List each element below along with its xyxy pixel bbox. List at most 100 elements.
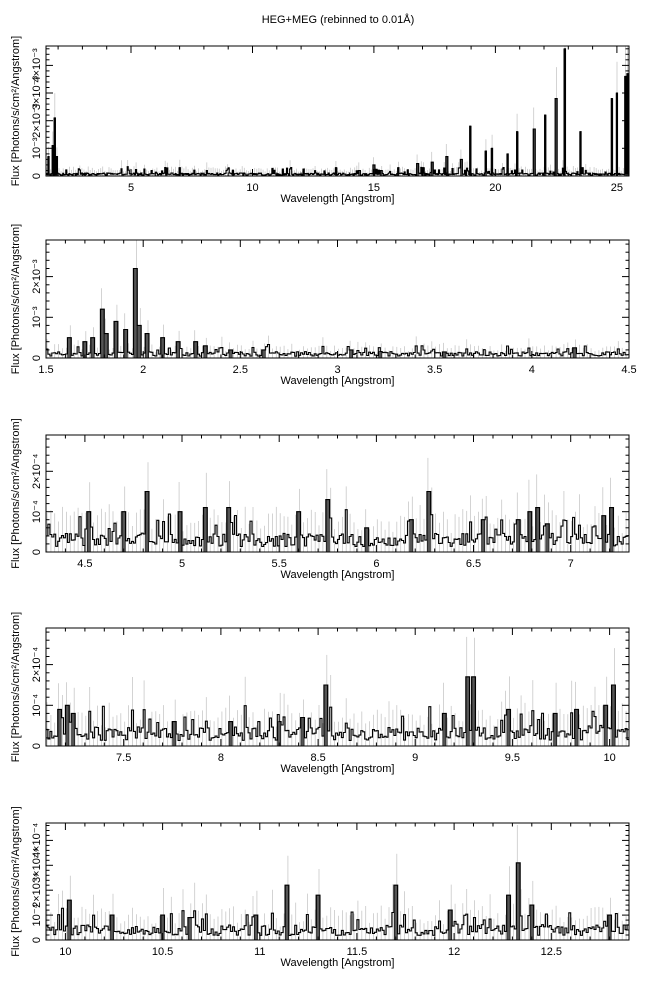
emission-line-12 xyxy=(529,904,534,941)
emission-line-16 xyxy=(261,349,266,359)
x-axis-label: Wavelength [Angstrom] xyxy=(281,763,395,775)
x-axis-label: Wavelength [Angstrom] xyxy=(281,193,395,205)
emission-line-17 xyxy=(349,349,354,359)
y-tick-label: 0 xyxy=(31,937,43,943)
error-bars xyxy=(46,825,627,940)
x-tick-label: 4 xyxy=(529,364,535,376)
y-axis: 0 10⁻³2×10⁻³3×10⁻³4×10⁻³ xyxy=(31,48,629,179)
emission-line-8 xyxy=(393,884,398,941)
y-tick-label: 10⁻⁴ xyxy=(31,694,43,717)
emission-line-15 xyxy=(228,349,233,359)
plot-frame xyxy=(45,45,630,177)
x-axis: 1.5 2 2.5 3 3.5 4 4.5 xyxy=(38,240,637,376)
emission-line-14 xyxy=(527,511,532,553)
emission-line-10 xyxy=(409,519,414,553)
y-axis-label: Flux [Photons/s/cm²/Angstrom] xyxy=(10,806,22,956)
emission-line-11 xyxy=(516,862,521,941)
x-tick-label: 10 xyxy=(246,182,258,194)
y-tick-label: 3×10⁻³ xyxy=(31,76,43,111)
emission-line-7 xyxy=(300,717,305,747)
x-tick-label: 11 xyxy=(254,946,265,958)
y-tick-label: 0 xyxy=(31,743,43,749)
x-tick-label: 12 xyxy=(448,946,460,958)
emission-line-1 xyxy=(67,899,72,941)
spectrum-panel-4: 7.5 8 8.5 9 9.5 10 Wavelength [Angstrom] 0 10⁻⁴ 2… xyxy=(10,612,630,775)
spectrum-panel-2: 1.5 2 2.5 3 3.5 4 4.5 Wavelength [Angstrom] 0 10⁻… xyxy=(10,224,637,387)
emission-line-12 xyxy=(176,341,181,359)
x-tick-label: 8 xyxy=(218,752,224,764)
emission-line-11 xyxy=(471,676,476,747)
x-tick-label: 20 xyxy=(489,182,501,194)
y-tick-label: 2×10⁻³ xyxy=(31,259,43,294)
x-tick-label: 6.5 xyxy=(466,558,481,570)
emission-line-9 xyxy=(448,909,453,941)
emission-line-9 xyxy=(364,527,369,553)
y-axis-label: Flux [Photons/s/cm²/Angstrom] xyxy=(10,418,22,568)
line-bins xyxy=(47,48,629,177)
emission-line-4 xyxy=(172,721,177,747)
y-tick-label: 4×10⁻³ xyxy=(31,48,43,83)
emission-line-1 xyxy=(57,709,62,747)
emission-line-3 xyxy=(71,713,76,747)
y-tick-label: 0 xyxy=(31,173,43,179)
x-axis-label: Wavelength [Angstrom] xyxy=(281,957,395,969)
emission-line-6 xyxy=(285,884,289,941)
x-tick-label: 2.5 xyxy=(233,364,248,376)
emission-line-14 xyxy=(203,345,208,359)
emission-line-13 xyxy=(516,519,521,553)
emission-line-5 xyxy=(228,721,233,747)
spectrum-histogram xyxy=(46,676,629,742)
x-tick-label: 15 xyxy=(368,182,380,194)
y-tick-label: 0 xyxy=(31,355,43,361)
y-tick-label: 2×10⁻³ xyxy=(31,103,43,138)
spectrum-histogram xyxy=(46,490,629,548)
emission-line-16 xyxy=(611,684,616,747)
x-axis: 10 10.5 11 11.5 12 12.5 xyxy=(45,823,630,958)
emission-line-15 xyxy=(603,704,608,747)
y-tick-label: 3×10⁻⁴ xyxy=(31,847,43,883)
emission-line-18 xyxy=(609,507,614,553)
spectrum-panel-3: 4.5 5 5.5 6 6.5 7 Wavelength [Angstrom] 0 10⁻⁴ 2×… xyxy=(10,418,630,581)
emission-line-15 xyxy=(535,507,540,553)
x-tick-label: 10 xyxy=(603,752,615,764)
x-tick-label: 1.5 xyxy=(38,364,53,376)
emission-line-11 xyxy=(426,491,431,553)
emission-line-14 xyxy=(574,709,579,747)
emission-line-13 xyxy=(553,713,558,747)
x-tick-label: 7 xyxy=(568,558,574,570)
x-axis-label: Wavelength [Angstrom] xyxy=(281,375,395,387)
emission-line-5 xyxy=(203,507,208,553)
x-tick-label: 10 xyxy=(59,946,71,958)
y-axis: 0 10⁻⁴ 2×10⁻⁴ xyxy=(31,438,629,555)
emission-line-3 xyxy=(145,491,150,553)
emission-line-13 xyxy=(607,914,612,941)
x-axis: 7.5 8 8.5 9 9.5 10 xyxy=(45,628,630,764)
emission-line-3 xyxy=(90,337,95,359)
figure-title: HEG+MEG (rebinned to 0.01Å) xyxy=(262,13,415,26)
x-tick-label: 7.5 xyxy=(116,752,131,764)
x-axis: 5 10 15 20 25 xyxy=(57,46,623,194)
emission-line-8 xyxy=(325,499,330,553)
emission-line-9 xyxy=(137,325,142,359)
x-tick-label: 2 xyxy=(140,364,146,376)
x-tick-label: 9 xyxy=(412,752,418,764)
x-tick-label: 12.5 xyxy=(541,946,562,958)
y-axis-label: Flux [Photons/s/cm²/Angstrom] xyxy=(10,612,22,762)
emission-line-6 xyxy=(226,507,231,553)
emission-line-8 xyxy=(133,268,138,359)
x-tick-label: 4.5 xyxy=(77,558,92,570)
emission-line-19 xyxy=(442,351,447,359)
y-tick-label: 10⁻⁴ xyxy=(31,903,43,926)
x-tick-label: 8.5 xyxy=(310,752,325,764)
x-tick-label: 4.5 xyxy=(621,364,636,376)
y-tick-label: 2×10⁻⁴ xyxy=(31,647,43,683)
line-bins xyxy=(67,268,577,359)
spectrum-panel-1: 5 10 15 20 25 Wavelength [Angstrom] 0 10⁻³2×10⁻… xyxy=(10,36,630,205)
emission-line-8 xyxy=(323,684,328,747)
emission-line-4 xyxy=(100,308,105,359)
emission-line-18 xyxy=(378,351,383,359)
y-tick-label: 0 xyxy=(31,549,43,555)
error-bars xyxy=(46,46,628,176)
emission-line-4 xyxy=(178,511,183,553)
emission-line-10 xyxy=(145,333,150,359)
